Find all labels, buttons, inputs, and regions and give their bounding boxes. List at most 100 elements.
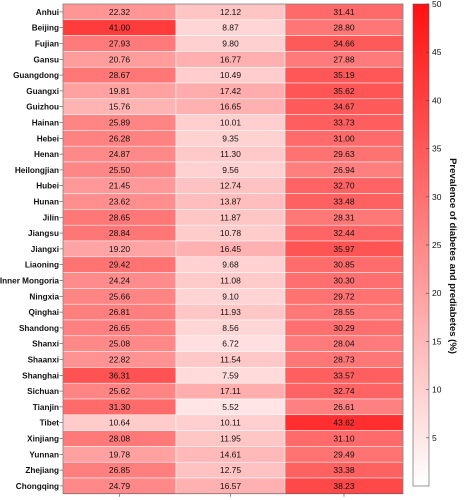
- row-label: Yunnan: [29, 450, 59, 459]
- colorbar-tick-label: 45: [432, 47, 442, 57]
- cell-value: 29.72: [333, 291, 355, 301]
- cell-value: 9.10: [222, 291, 239, 301]
- colorbar-tick-label: 35: [432, 144, 442, 154]
- cell-value: 20.76: [109, 54, 131, 64]
- colorbar-tick-label: 50: [432, 0, 442, 9]
- row-label: Henan: [34, 150, 59, 159]
- colorbar: 5 10 15 20 25 30 35 40 45 50: [412, 0, 442, 487]
- cell-value: 33.48: [333, 197, 355, 207]
- cell-value: 28.84: [109, 228, 131, 238]
- colorbar-tick-label: 5: [432, 433, 437, 443]
- colorbar-tick-label: 20: [432, 288, 442, 298]
- cell-value: 28.73: [333, 355, 355, 365]
- cell-value: 11.87: [220, 212, 241, 222]
- row-label: Zhejiang: [25, 466, 59, 475]
- cell-value: 19.20: [109, 244, 131, 254]
- row-label: Gansu: [34, 55, 59, 64]
- cell-value: 21.45: [109, 181, 131, 191]
- cell-value: 19.81: [109, 86, 131, 96]
- row-label: Hainan: [32, 119, 59, 128]
- cell-value: 30.85: [333, 260, 355, 270]
- cell-value: 13.87: [220, 197, 242, 207]
- cell-value: 15.76: [109, 102, 131, 112]
- row-label: Liaoning: [25, 261, 59, 270]
- cell-value: 16.65: [220, 102, 242, 112]
- cell-value: 33.38: [333, 465, 355, 475]
- cell-value: 31.41: [333, 7, 355, 17]
- cell-value: 10.64: [109, 418, 131, 428]
- cell-value: 8.87: [222, 23, 239, 33]
- cell-value: 26.28: [109, 133, 131, 143]
- cell-value: 34.67: [333, 102, 355, 112]
- row-label: Guizhou: [26, 103, 59, 112]
- row-label: Jiangsu: [28, 229, 59, 238]
- row-label: Beijing: [32, 24, 59, 33]
- row-labels: Anhui Beijing Fujian Gansu Guangdong Guangxi G…: [0, 8, 63, 491]
- cell-value: 28.80: [333, 23, 355, 33]
- row-label: Ningxia: [29, 292, 59, 301]
- cell-value: 25.89: [109, 118, 131, 128]
- cell-value: 33.57: [333, 370, 355, 380]
- cell-value: 22.32: [109, 7, 131, 17]
- row-label: Hebei: [37, 134, 59, 143]
- cell-value: 26.85: [109, 465, 131, 475]
- cell-value: 9.68: [222, 260, 239, 270]
- cell-value: 16.57: [220, 481, 242, 491]
- row-label: Tibet: [40, 419, 60, 428]
- row-label: Xinjiang: [27, 435, 59, 444]
- colorbar-tick-label: 15: [432, 336, 442, 346]
- cell-value: 12.12: [220, 7, 242, 17]
- cell-value: 41.00: [109, 23, 131, 33]
- cell-value: 35.97: [333, 244, 355, 254]
- cell-value: 38.23: [333, 481, 355, 491]
- cell-value: 25.50: [109, 165, 131, 175]
- cell-value: 7.59: [222, 370, 239, 380]
- cell-value: 28.55: [333, 307, 355, 317]
- cell-value: 11.54: [220, 355, 241, 365]
- cell-value: 23.62: [109, 197, 131, 207]
- cell-value: 6.72: [222, 339, 239, 349]
- row-label: Shandong: [19, 324, 59, 333]
- cell-value: 25.08: [109, 339, 131, 349]
- cell-value: 9.56: [222, 165, 239, 175]
- cell-value: 16.77: [220, 54, 242, 64]
- cell-value: 10.49: [220, 70, 242, 80]
- row-label: Fujian: [35, 40, 59, 49]
- row-label: Hubei: [36, 182, 59, 191]
- cell-value: 29.49: [333, 449, 355, 459]
- cell-value: 14.61: [220, 449, 242, 459]
- cell-value: 32.44: [333, 228, 355, 238]
- cell-value: 17.42: [220, 86, 242, 96]
- cell-value: 11.95: [220, 434, 241, 444]
- row-label: Chongqing: [16, 482, 59, 491]
- row-label: Jilin: [43, 213, 59, 222]
- cell-value: 27.93: [109, 39, 131, 49]
- cell-value: 22.82: [109, 355, 131, 365]
- cell-value: 26.65: [109, 323, 131, 333]
- cell-value: 28.65: [109, 212, 131, 222]
- colorbar-tick-label: 25: [432, 240, 442, 250]
- cell-value: 29.42: [109, 260, 131, 270]
- cell-value: 24.87: [109, 149, 131, 159]
- cell-value: 19.78: [109, 449, 131, 459]
- cell-value: 27.88: [333, 54, 355, 64]
- cell-value: 10.78: [220, 228, 242, 238]
- cell-value: 28.67: [109, 70, 131, 80]
- row-label: Shanxi: [32, 340, 59, 349]
- cell-value: 8.56: [222, 323, 239, 333]
- cell-value: 30.30: [333, 276, 355, 286]
- cell-value: 11.08: [220, 276, 241, 286]
- cell-value: 31.30: [109, 402, 131, 412]
- cell-value: 35.62: [333, 86, 355, 96]
- row-label: Guangdong: [13, 71, 59, 80]
- cell-value: 10.01: [220, 118, 242, 128]
- cell-value: 17.11: [220, 386, 241, 396]
- cell-value: 35.19: [333, 70, 355, 80]
- row-label: Tianjin: [33, 403, 59, 412]
- colorbar-tick-label: 30: [432, 192, 442, 202]
- cell-value: 24.79: [109, 481, 131, 491]
- cell-value: 9.35: [222, 133, 239, 143]
- cell-value: 26.81: [109, 307, 131, 317]
- row-label: Inner Mongoria: [0, 277, 59, 286]
- cell-value: 11.30: [220, 149, 241, 159]
